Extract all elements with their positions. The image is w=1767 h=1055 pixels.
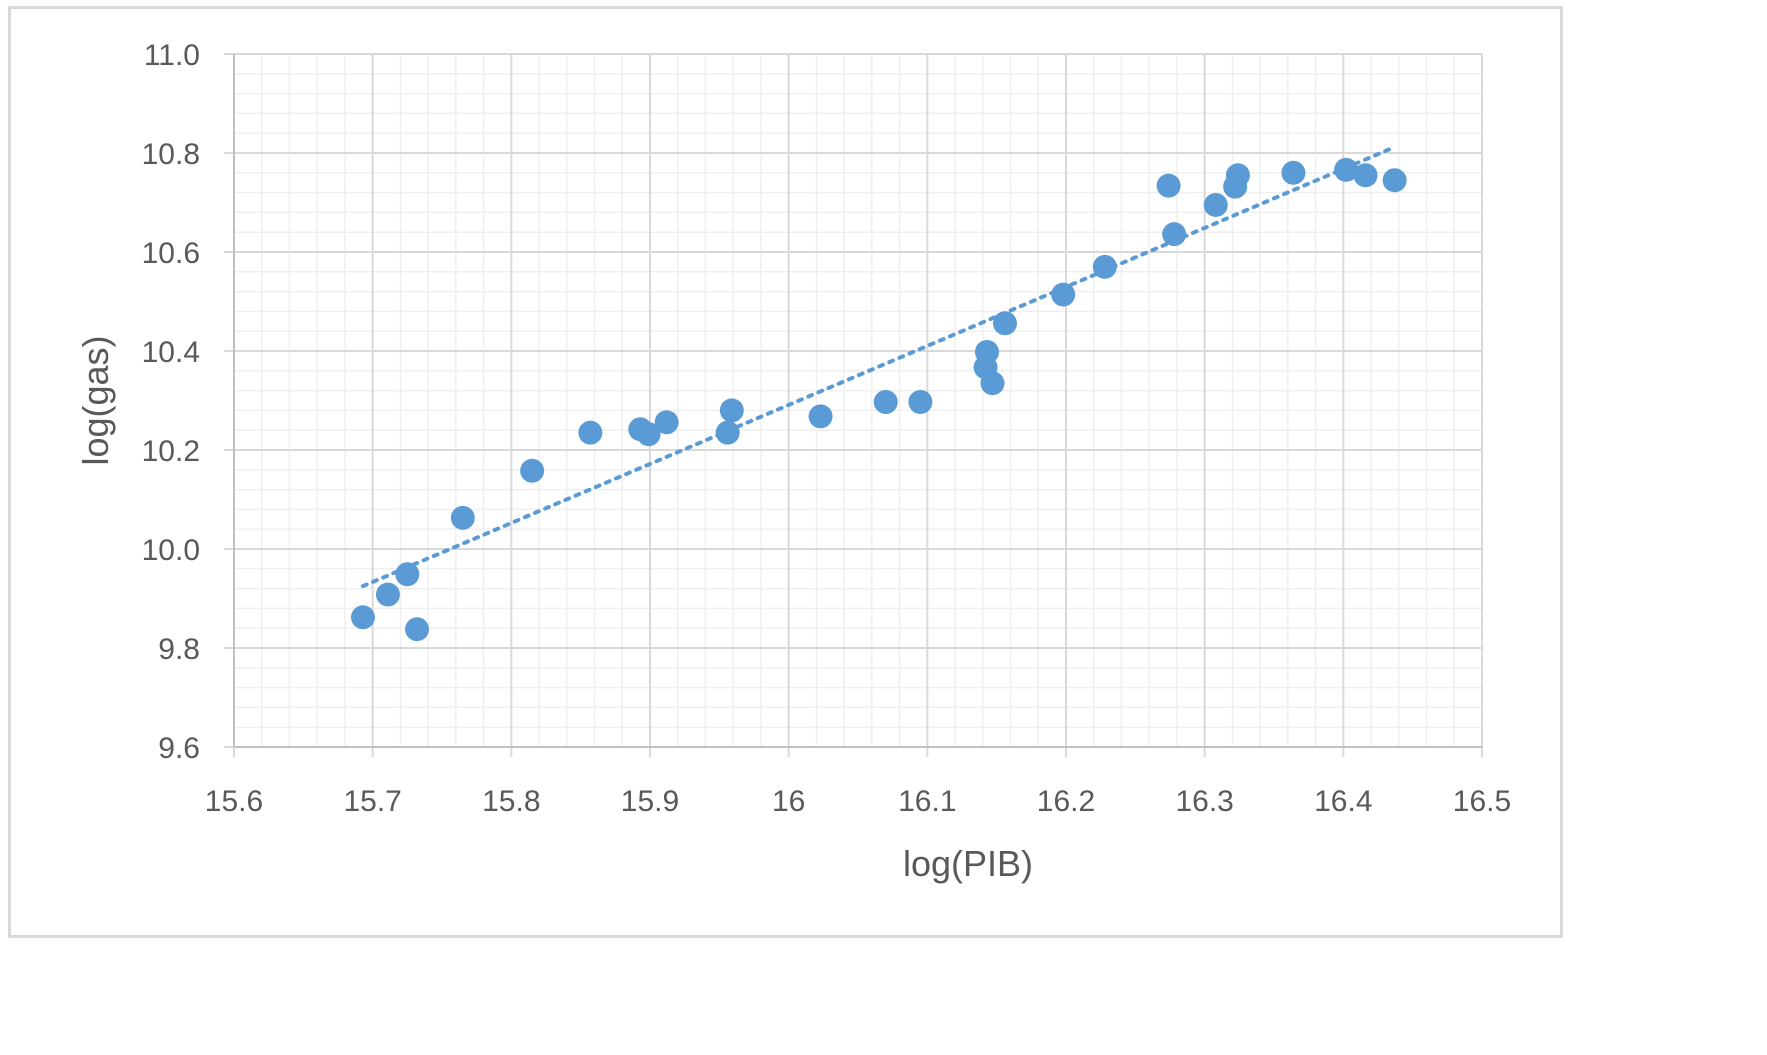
x-tick-label: 15.6 <box>205 785 263 818</box>
y-tick-label: 10.8 <box>142 138 200 171</box>
x-tick-labels: 15.6 15.7 15.8 15.9 16 16.1 16.2 16.3 16.4 16.5 <box>205 785 1511 818</box>
data-point <box>873 389 898 414</box>
data-point <box>636 422 661 447</box>
y-tick-label: 10.6 <box>142 237 200 270</box>
data-point <box>405 617 430 642</box>
x-tick-label: 16.1 <box>898 785 956 818</box>
data-point <box>578 420 603 445</box>
y-axis-title: log(gas) <box>75 335 116 465</box>
x-tick-label: 16 <box>772 785 805 818</box>
data-point <box>808 404 833 429</box>
data-point <box>980 371 1005 396</box>
x-tick-label: 16.4 <box>1314 785 1372 818</box>
data-point <box>908 389 933 414</box>
axes <box>233 54 1482 748</box>
x-tick-label: 15.7 <box>343 785 401 818</box>
x-tick-label: 16.5 <box>1453 785 1511 818</box>
y-tick-label: 10.0 <box>142 534 200 567</box>
x-tick-label: 16.3 <box>1175 785 1233 818</box>
data-point <box>654 410 679 435</box>
y-tick-label: 10.4 <box>142 336 200 369</box>
x-tick-label: 15.8 <box>482 785 540 818</box>
data-point <box>350 605 375 630</box>
major-gridlines <box>224 53 1483 757</box>
data-point <box>1092 254 1117 279</box>
y-tick-labels: 9.6 9.8 10.0 10.2 10.4 10.6 10.8 11.0 <box>142 39 200 765</box>
data-point <box>715 420 740 445</box>
y-tick-label: 10.2 <box>142 435 200 468</box>
y-tick-label: 9.8 <box>158 633 200 666</box>
y-tick-label: 11.0 <box>144 39 200 72</box>
data-point <box>520 458 545 483</box>
x-tick-label: 15.9 <box>621 785 679 818</box>
chart-frame <box>8 6 1563 938</box>
data-point <box>1225 163 1250 188</box>
data-point <box>974 339 999 364</box>
data-point <box>375 582 400 607</box>
x-axis-title: log(PIB) <box>903 843 1033 884</box>
data-point <box>1353 163 1378 188</box>
data-point <box>1162 222 1187 247</box>
data-point <box>395 562 420 587</box>
minor-gridlines <box>233 53 1483 748</box>
data-point <box>450 505 475 530</box>
data-point <box>992 311 1017 336</box>
data-point <box>1382 168 1407 193</box>
data-point <box>1156 173 1181 198</box>
y-tick-label: 9.6 <box>158 732 200 765</box>
trendline <box>360 145 1397 589</box>
data-point <box>1281 160 1306 185</box>
data-point <box>1334 157 1359 182</box>
data-point <box>1051 282 1076 307</box>
data-point <box>1203 192 1228 217</box>
data-point <box>719 398 744 423</box>
data-points <box>350 157 1407 642</box>
x-tick-label: 16.2 <box>1037 785 1095 818</box>
